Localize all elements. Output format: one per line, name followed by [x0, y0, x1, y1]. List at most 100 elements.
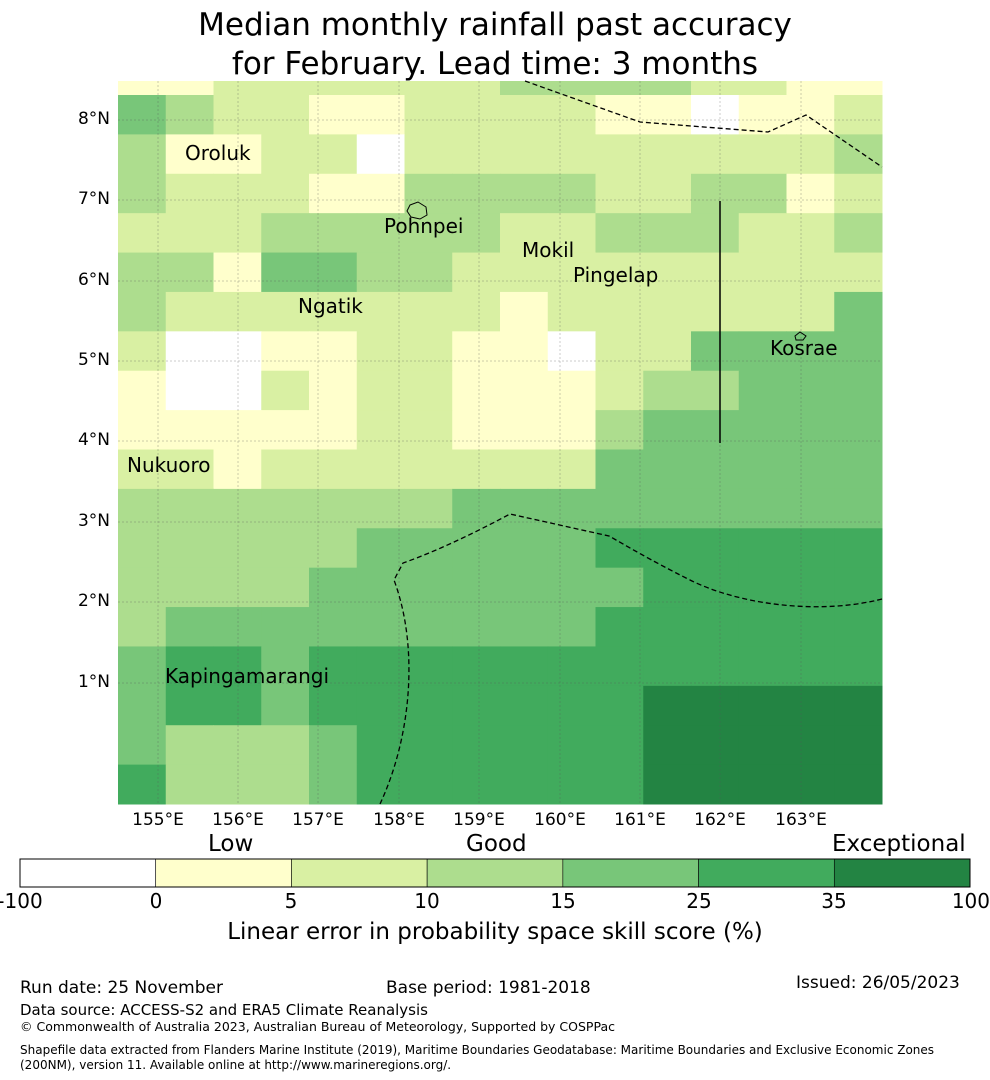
grid-cell [404, 173, 453, 214]
grid-cell [595, 410, 644, 450]
grid-cell [213, 291, 262, 332]
grid-cell [213, 488, 262, 529]
grid-cell [118, 81, 167, 96]
grid-cell [309, 252, 358, 293]
grid-cell [738, 213, 787, 254]
grid-cell [309, 370, 358, 411]
grid-cell [118, 370, 167, 411]
grid-cell [356, 567, 405, 608]
colorbar-segment [562, 858, 699, 888]
grid-cell [118, 764, 167, 805]
grid-cell [595, 567, 644, 608]
grid-cell [691, 449, 740, 490]
grid-cell [118, 134, 167, 175]
grid-cell [547, 291, 596, 332]
grid-cell [500, 764, 549, 805]
grid-cell [691, 725, 740, 766]
grid-cell [786, 81, 835, 96]
grid-cell [643, 528, 692, 569]
grid-cell [356, 134, 405, 175]
grid-cell [643, 95, 692, 135]
grid-cell [738, 370, 787, 411]
grid-cell [786, 331, 835, 372]
lat-label-4n: 4°N [77, 430, 110, 450]
grid-cell [643, 134, 692, 175]
island-outlines [406, 201, 807, 341]
lat-label-1n: 1°N [77, 672, 110, 692]
colorbar-segment [698, 858, 835, 888]
grid-cell [500, 81, 549, 96]
grid-cell [738, 567, 787, 608]
grid-cell [643, 370, 692, 411]
grid-cell [834, 370, 883, 411]
grid-cell [738, 410, 787, 450]
grid-cell [165, 764, 214, 805]
run-date: Run date: 25 November [20, 978, 223, 998]
grid-cell [213, 134, 262, 175]
colorbar-segment [426, 858, 564, 888]
grid-cell [595, 488, 644, 529]
grid-cell [356, 764, 405, 805]
colorbar-segment [155, 858, 292, 888]
grid-cell [309, 528, 358, 569]
grid-cell [309, 488, 358, 529]
grid-cell [452, 528, 501, 569]
lat-label-2n: 2°N [77, 591, 110, 611]
grid-cell [118, 567, 167, 608]
grid-cell [595, 449, 644, 490]
place-label-nukuoro: Nukuoro [127, 453, 211, 477]
grid-cell [118, 725, 167, 766]
grid-cell [356, 410, 405, 450]
grid-cell [547, 528, 596, 569]
grid-cell [309, 173, 358, 214]
grid-cell [547, 95, 596, 135]
colorbar-segment [291, 858, 428, 888]
graticule [118, 81, 882, 804]
grid-cell [834, 331, 883, 372]
grid-cell [309, 291, 358, 332]
grid-cell [452, 410, 501, 450]
lat-label-5n: 5°N [77, 350, 110, 370]
grid-cell [309, 764, 358, 805]
grid-cell [261, 725, 310, 766]
grid-cell [834, 567, 883, 608]
grid-cell [356, 213, 405, 254]
grid-cell [834, 410, 883, 450]
grid-cell [834, 607, 883, 647]
grid-cell [595, 607, 644, 647]
grid-cell [165, 607, 214, 647]
grid-cell [691, 252, 740, 293]
grid-cell [643, 607, 692, 647]
grid-cell [404, 134, 453, 175]
grid-cell [738, 291, 787, 332]
grid-cell [118, 291, 167, 332]
grid-cell [738, 607, 787, 647]
grid-cell [309, 725, 358, 766]
copyright-notice: © Commonwealth of Australia 2023, Austra… [20, 1019, 615, 1034]
grid-cell [261, 134, 310, 175]
grid-cell [165, 370, 214, 411]
grid-cell [691, 291, 740, 332]
grid-cell [261, 370, 310, 411]
grid-cell [500, 607, 549, 647]
lon-label-155e: 155°E [132, 810, 184, 830]
kosrae-island-shape [794, 331, 807, 341]
grid-cell [165, 410, 214, 450]
grid-cell [404, 449, 453, 490]
grid-cell [309, 95, 358, 135]
grid-cell [213, 567, 262, 608]
grid-cell [118, 488, 167, 529]
grid-cell [452, 567, 501, 608]
colorbar [19, 858, 971, 888]
colorbar-title: Linear error in probability space skill … [227, 919, 763, 945]
grid-cell [356, 528, 405, 569]
grid-cell [261, 488, 310, 529]
grid-cell [165, 488, 214, 529]
grid-cell [452, 81, 501, 96]
grid-cell [118, 213, 167, 254]
grid-cell [309, 685, 358, 726]
grid-cell [500, 488, 549, 529]
grid-cell [500, 252, 549, 293]
grid-cell [691, 410, 740, 450]
grid-cell [547, 607, 596, 647]
